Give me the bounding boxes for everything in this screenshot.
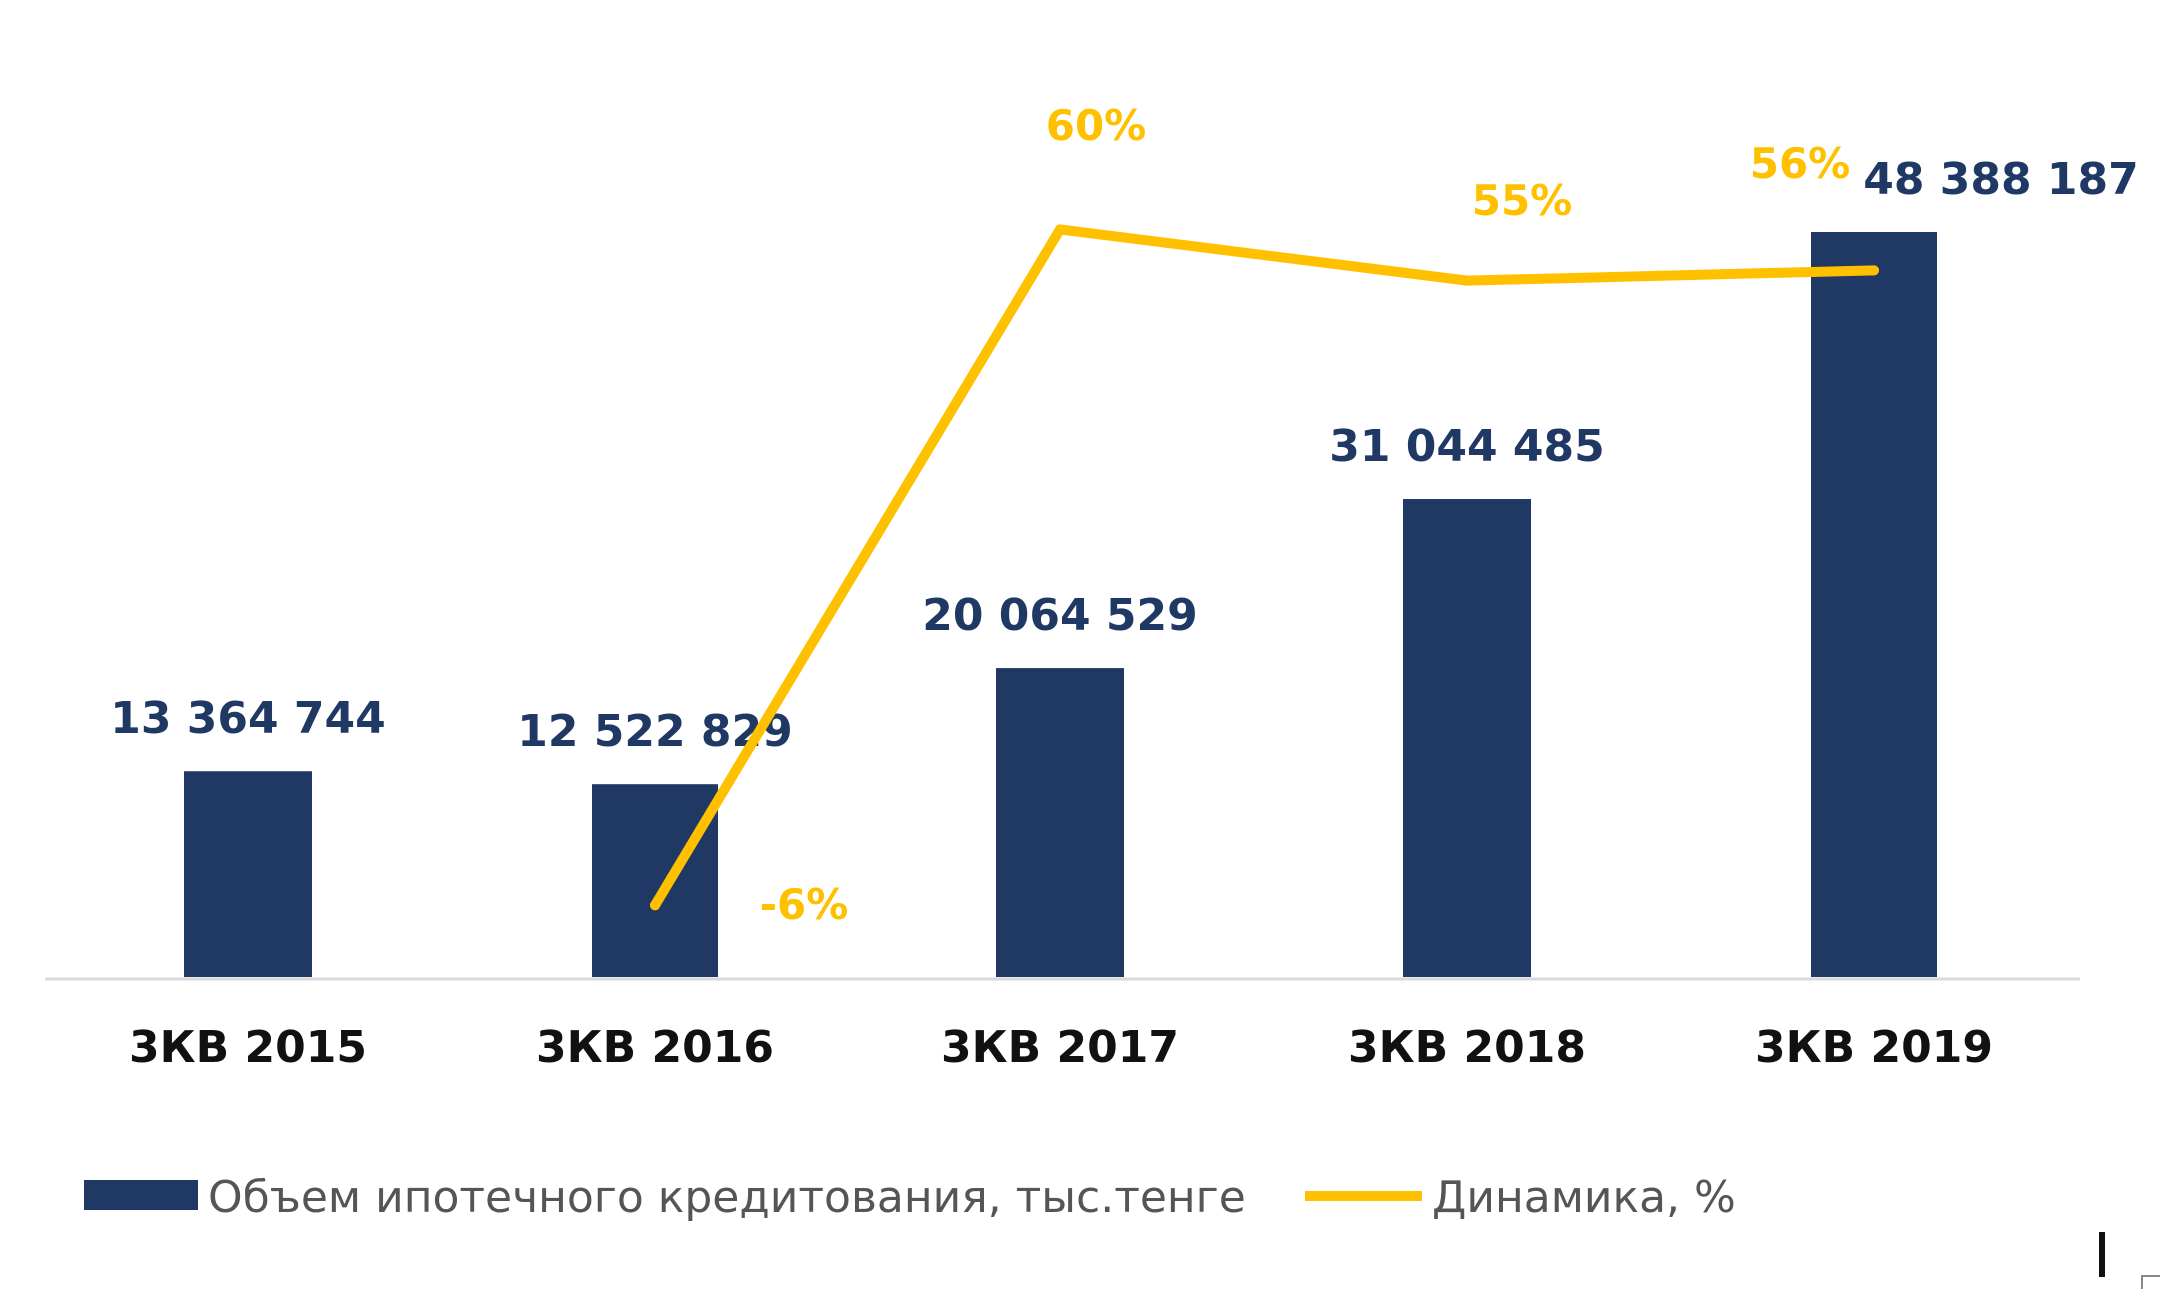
bar-5 — [1811, 232, 1937, 977]
bar-1 — [184, 771, 312, 977]
line-point-4 — [1462, 275, 1472, 286]
bar-3 — [996, 668, 1124, 977]
line-value-label-2: -6% — [760, 880, 849, 929]
line-series — [650, 224, 1879, 911]
line-point-3 — [1055, 224, 1065, 235]
legend-label-line: Динамика, % — [1432, 1172, 1736, 1223]
corner-mark — [2099, 1232, 2160, 1289]
line-value-label-4: 55% — [1472, 176, 1573, 225]
line-point-5 — [1869, 265, 1879, 276]
bar-4 — [1403, 499, 1531, 977]
x-tick-labels-group: 3КВ 2015 3КВ 2016 3КВ 2017 3КВ 2018 3КВ 2019 — [129, 1022, 1993, 1073]
line-labels-group: -6% 60% 55% 56% — [760, 101, 1851, 929]
line-value-label-3: 60% — [1046, 101, 1147, 150]
bar-value-label-5: 48 388 187 — [1863, 154, 2139, 205]
x-tick-label-1: 3КВ 2015 — [129, 1022, 367, 1073]
x-tick-label-5: 3КВ 2019 — [1755, 1022, 1993, 1073]
bar-2 — [592, 784, 718, 977]
x-tick-label-4: 3КВ 2018 — [1348, 1022, 1586, 1073]
x-tick-label-3: 3КВ 2017 — [941, 1022, 1179, 1073]
bars-group — [184, 232, 1937, 977]
line-value-label-5: 56% — [1750, 139, 1851, 188]
bar-value-label-4: 31 044 485 — [1329, 421, 1605, 472]
line-series-group — [650, 224, 1879, 911]
legend-swatch-bar — [84, 1180, 198, 1210]
bar-value-label-3: 20 064 529 — [922, 590, 1198, 641]
line-point-2 — [650, 900, 660, 911]
legend-label-bar: Объем ипотечного кредитования, тыс.тенге — [208, 1172, 1246, 1223]
x-tick-label-2: 3КВ 2016 — [536, 1022, 774, 1073]
legend: Объем ипотечного кредитования, тыс.тенге… — [84, 1172, 1736, 1223]
bar-value-label-1: 13 364 744 — [110, 693, 386, 744]
